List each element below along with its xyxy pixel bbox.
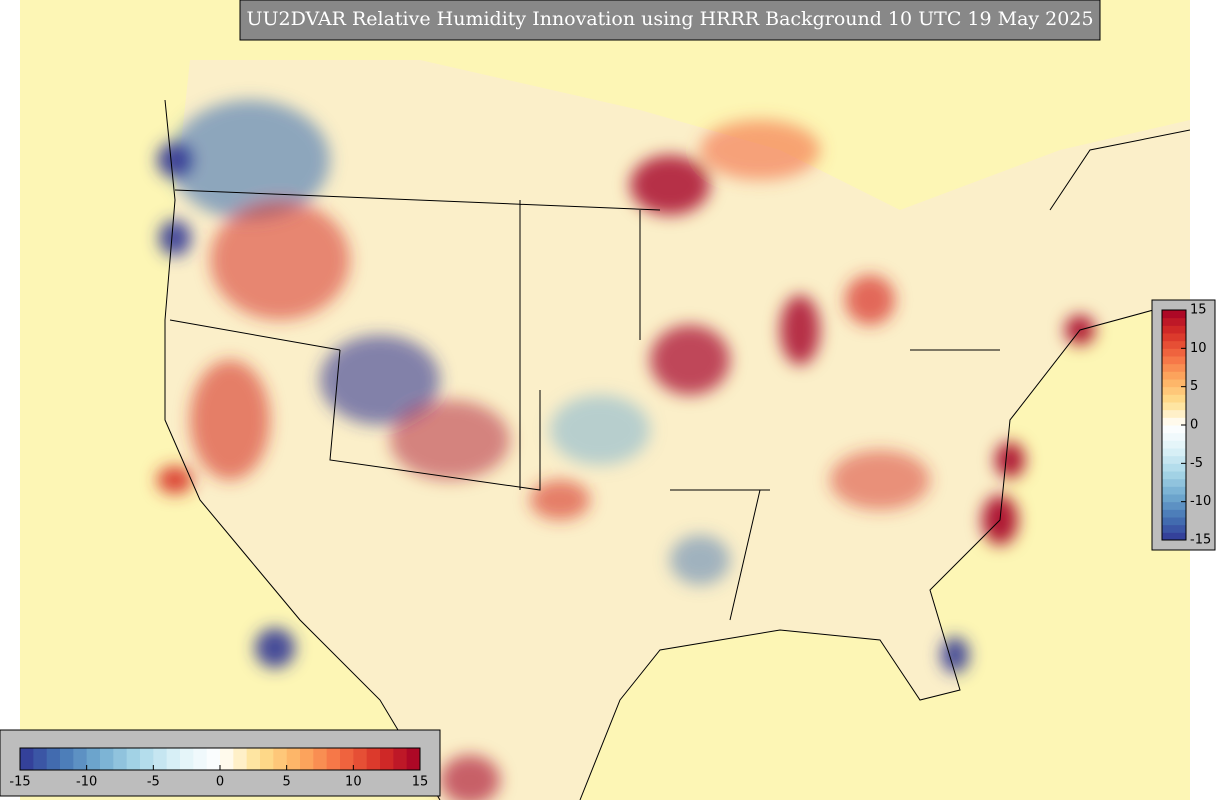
colorbar-segment xyxy=(73,748,88,770)
colorbar-segment xyxy=(180,748,194,770)
colorbar-segment xyxy=(166,748,181,770)
colorbar-segment xyxy=(206,748,221,770)
colorbar-segment xyxy=(1162,379,1186,388)
colorbar-segment xyxy=(1162,402,1186,411)
colorbar-segment xyxy=(1162,471,1186,480)
colorbar-segment xyxy=(1162,371,1186,380)
colorbar-tick-label: -5 xyxy=(147,775,160,790)
colorbar-segment xyxy=(393,748,408,770)
title: UU2DVAR Relative Humidity Innovation usi… xyxy=(246,8,1093,30)
colorbar-segment xyxy=(273,748,288,770)
colorbar-segment xyxy=(1162,455,1186,464)
title-box xyxy=(239,0,1101,41)
colorbar-segment xyxy=(326,748,341,770)
colorbar-segment xyxy=(1162,340,1186,349)
colorbar-segment xyxy=(1162,524,1186,533)
colorbar-segment xyxy=(1162,478,1186,487)
colorbar-segment xyxy=(1162,325,1186,334)
colorbar-segment xyxy=(1162,409,1186,418)
colorbar-segment xyxy=(220,748,234,770)
colorbar-tick-label: 5 xyxy=(283,775,291,790)
land-area xyxy=(165,60,1190,800)
colorbar-segment xyxy=(140,748,154,770)
colorbar-segment xyxy=(1162,394,1186,403)
colorbar-segment xyxy=(100,748,114,770)
colorbar-segment xyxy=(1162,386,1186,395)
colorbar-segment xyxy=(1162,317,1186,326)
colorbar-segment xyxy=(233,748,248,770)
colorbar-segment xyxy=(1162,417,1186,426)
colorbar-segment xyxy=(20,748,34,770)
colorbar-segment xyxy=(33,748,48,770)
boundaries xyxy=(164,99,1190,800)
colorbar-segment xyxy=(113,748,128,770)
colorbar-segment xyxy=(86,748,101,770)
colorbar-segment xyxy=(1162,532,1186,541)
innovation-field xyxy=(157,100,1095,800)
colorbar-segment xyxy=(1162,440,1186,449)
colorbar-segment xyxy=(260,748,274,770)
colorbar-segment xyxy=(366,748,381,770)
colorbar-segment xyxy=(406,748,421,770)
colorbar-tick-label: 0 xyxy=(1190,418,1198,433)
colorbar-tick-label: 0 xyxy=(216,775,224,790)
colorbar-segment xyxy=(193,748,208,770)
colorbar-segment xyxy=(380,748,394,770)
colorbar-segment xyxy=(1162,463,1186,472)
colorbar-tick-label: -10 xyxy=(76,775,97,790)
colorbar-segment xyxy=(60,748,74,770)
colorbar-segment xyxy=(353,748,368,770)
colorbar-tick-label: 15 xyxy=(1190,303,1207,318)
colorbar-tick-label: 5 xyxy=(1190,379,1198,394)
colorbar-tick-label: -15 xyxy=(9,775,30,790)
colorbar-segment xyxy=(1162,517,1186,526)
colorbar-segment xyxy=(1162,509,1186,518)
colorbar-segment xyxy=(1162,333,1186,342)
colorbar-tick-label: -15 xyxy=(1190,533,1211,548)
colorbar-segment xyxy=(126,748,141,770)
colorbar-segment xyxy=(1162,486,1186,495)
colorbar-segment xyxy=(340,748,354,770)
colorbar-segment xyxy=(1162,363,1186,372)
colorbar-segment xyxy=(1162,310,1186,319)
map xyxy=(20,0,1190,800)
colorbar-tick-label: -5 xyxy=(1190,456,1203,471)
colorbar-segment xyxy=(46,748,61,770)
colorbar-segment xyxy=(153,748,168,770)
colorbar-segment xyxy=(1162,432,1186,441)
colorbar-segment xyxy=(1162,425,1186,434)
colorbar-tick-label: 10 xyxy=(1190,341,1207,356)
colorbar-tick-label: -10 xyxy=(1190,494,1211,509)
colorbar-tick-label: 15 xyxy=(412,775,429,790)
colorbar-tick-label: 10 xyxy=(345,775,362,790)
colorbar-segment xyxy=(1162,494,1186,503)
colorbar-segment xyxy=(1162,348,1186,357)
colorbar-segment xyxy=(286,748,301,770)
colorbar-segment xyxy=(246,748,261,770)
colorbar-segment xyxy=(1162,501,1186,510)
colorbar-segment xyxy=(1162,448,1186,457)
colorbar-segment xyxy=(1162,356,1186,365)
colorbar-segment xyxy=(313,748,328,770)
colorbar-segment xyxy=(300,748,314,770)
